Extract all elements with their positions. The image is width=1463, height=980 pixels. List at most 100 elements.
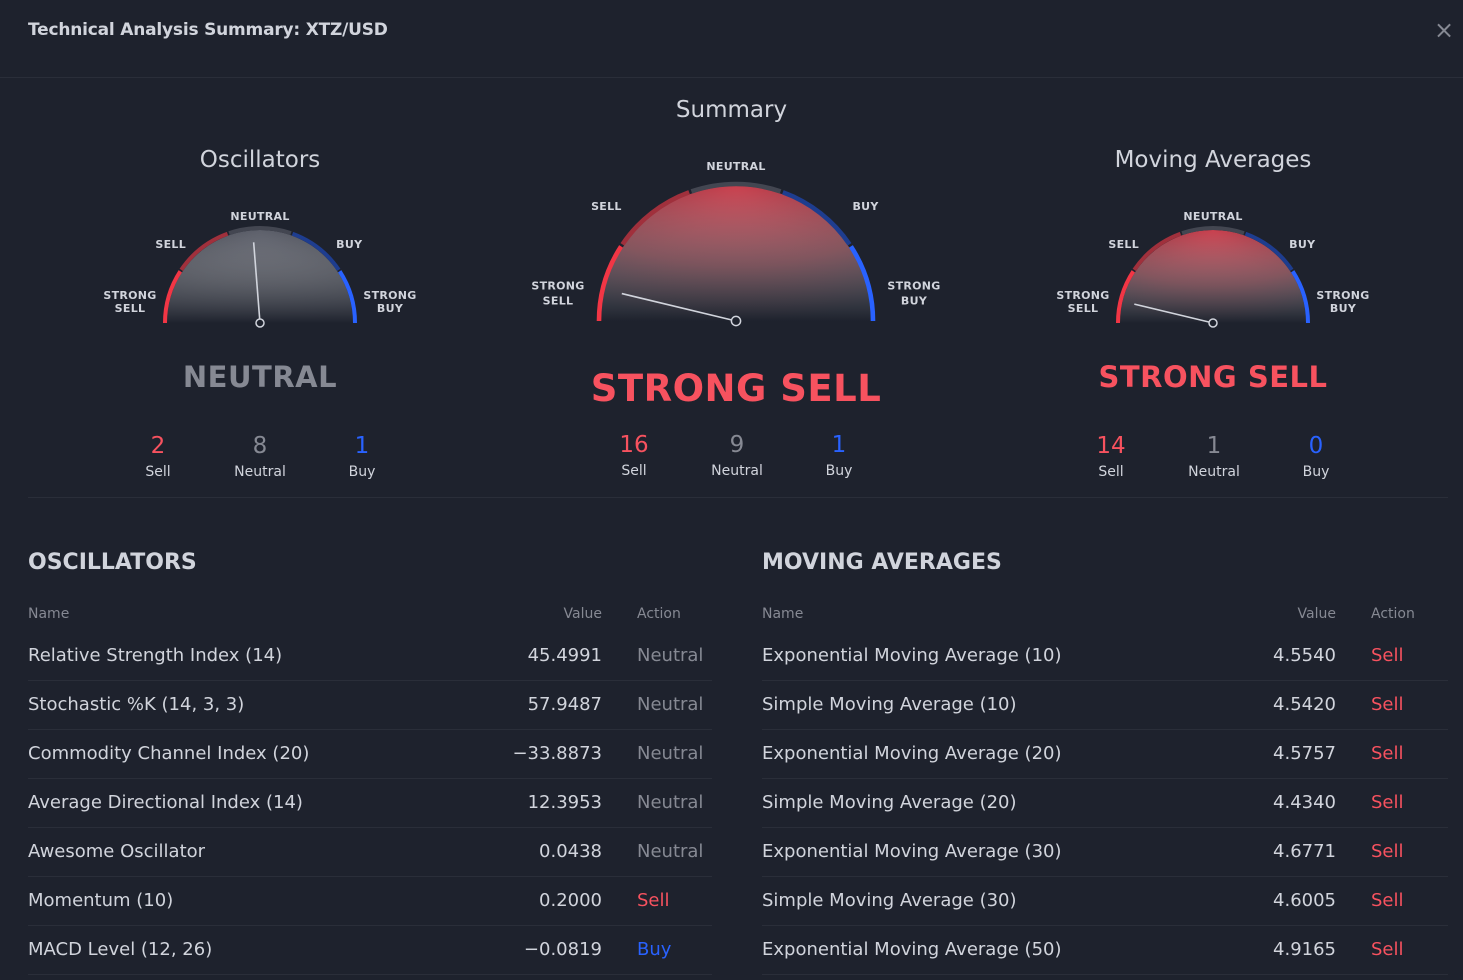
count-label: Neutral (1188, 464, 1240, 480)
gauge-label-strong-sell: SELL (543, 294, 574, 307)
indicator-value: 4.6005 (1273, 890, 1336, 911)
indicator-name[interactable]: Simple Moving Average (10) (762, 694, 1017, 715)
close-icon[interactable]: × (1433, 16, 1455, 44)
indicator-action: Neutral (637, 694, 704, 715)
dialog-header: Technical Analysis Summary: XTZ/USD × (0, 0, 1463, 78)
oscillators-rating: NEUTRAL (182, 360, 338, 394)
indicator-value: 45.4991 (527, 645, 602, 666)
summary-sell-count: 16 Sell (584, 431, 684, 479)
table-row: Relative Strength Index (14) 45.4991 Neutr… (28, 632, 712, 681)
indicator-name[interactable]: Momentum (10) (28, 890, 174, 911)
indicator-name[interactable]: Relative Strength Index (14) (28, 645, 283, 666)
indicator-name[interactable]: MACD Level (12, 26) (28, 939, 213, 960)
column-header-name: Name (28, 606, 70, 622)
table-row: Exponential Moving Average (10) 4.5540 Sel… (762, 632, 1448, 681)
indicator-value: 4.5540 (1273, 645, 1336, 666)
table-row: Momentum (10) 0.2000 Sell (28, 877, 712, 926)
gauge-label-strong-buy: STRONG (1316, 289, 1369, 302)
moving-averages-buy-count: 0 Buy (1266, 432, 1366, 480)
gauge-segment (782, 190, 852, 246)
indicator-value: 57.9487 (527, 694, 602, 715)
gauge-face (167, 230, 353, 323)
count-value: 8 (252, 433, 268, 459)
gauge-needle (621, 292, 737, 322)
count-label: Sell (1098, 464, 1124, 480)
moving-averages-table: MOVING AVERAGES Value Name Action Expone… (762, 548, 1448, 975)
count-value: 14 (1096, 433, 1126, 459)
gauge-pivot (255, 318, 265, 328)
table-row: Commodity Channel Index (20) −33.8873 Neut… (28, 730, 712, 779)
indicator-action: Sell (1371, 841, 1404, 862)
indicator-name[interactable]: Exponential Moving Average (20) (762, 743, 1062, 764)
gauge-face-shade (1120, 230, 1306, 323)
indicator-name[interactable]: Exponential Moving Average (50) (762, 939, 1062, 960)
gauge-label-strong-sell: STRONG (531, 279, 584, 292)
gauge-segment (1116, 270, 1136, 324)
gauge-face (601, 186, 871, 321)
count-value: 1 (831, 432, 847, 458)
gauge-face-shade (601, 186, 871, 321)
oscillators-sell-count: 2 Sell (108, 432, 208, 480)
gauge-label-strong-sell: SELL (115, 302, 146, 315)
column-header-name: Name (762, 606, 804, 622)
indicator-value: 4.5420 (1273, 694, 1336, 715)
column-header-value: Value (563, 606, 602, 622)
oscillators-gauge-title: Oscillators (199, 147, 321, 173)
count-label: Buy (825, 463, 853, 479)
gauge-label-strong-buy: STRONG (363, 289, 416, 302)
gauge-label-buy: BUY (336, 238, 363, 251)
indicator-name[interactable]: Simple Moving Average (30) (762, 890, 1017, 911)
count-value: 9 (729, 432, 745, 458)
indicator-action: Sell (1371, 792, 1404, 813)
gauge-label-strong-buy: BUY (1330, 302, 1357, 315)
indicator-value: 4.9165 (1273, 939, 1336, 960)
table-header: Name Value Action (28, 598, 712, 632)
gauge-segment (291, 231, 341, 272)
column-header-action: Action (637, 606, 681, 622)
table-row: Exponential Moving Average (30) 4.6771 Sel… (762, 828, 1448, 877)
count-label: Sell (621, 463, 647, 479)
gauge-face-shade (167, 230, 353, 323)
oscillators-table: OSCILLATORS Name Value Action Relative S… (28, 548, 712, 975)
indicator-action: Neutral (637, 792, 704, 813)
indicator-name[interactable]: Awesome Oscillator (28, 841, 206, 862)
moving-averages-gauge-title: Moving Averages (1114, 147, 1312, 173)
gauge-segment (228, 226, 292, 236)
gauge-pivot (730, 315, 742, 327)
gauge-label-strong-buy: BUY (377, 302, 404, 315)
gauge-label-neutral: NEUTRAL (706, 160, 765, 173)
count-value: 1 (354, 433, 370, 459)
gauge-label-buy: BUY (1289, 238, 1316, 251)
indicator-action: Sell (637, 890, 670, 911)
indicator-action: Neutral (637, 743, 704, 764)
indicator-name[interactable]: Simple Moving Average (20) (762, 792, 1017, 813)
indicator-name[interactable]: Average Directional Index (14) (28, 792, 303, 813)
indicator-name[interactable]: Stochastic %K (14, 3, 3) (28, 694, 245, 715)
indicator-name[interactable]: Exponential Moving Average (10) (762, 645, 1062, 666)
section-divider (28, 497, 1448, 498)
indicator-name[interactable]: Exponential Moving Average (30) (762, 841, 1062, 862)
count-value: 0 (1308, 433, 1324, 459)
indicator-value: −33.8873 (512, 743, 602, 764)
count-value: 1 (1206, 433, 1222, 459)
indicator-action: Neutral (637, 841, 704, 862)
count-value: 2 (150, 433, 166, 459)
gauge-segment (1290, 270, 1310, 324)
gauge-face (1120, 230, 1306, 323)
gauge-label-neutral: NEUTRAL (1183, 210, 1242, 223)
summary-rating: STRONG SELL (590, 367, 882, 410)
table-row: Stochastic %K (14, 3, 3) 57.9487 Neutral (28, 681, 712, 730)
indicator-action: Sell (1371, 939, 1404, 960)
count-label: Buy (348, 464, 376, 480)
table-row: MACD Level (12, 26) −0.0819 Buy (28, 926, 712, 975)
table-row: Simple Moving Average (10) 4.5420 Sell (762, 681, 1448, 730)
summary-title: Summary (675, 97, 788, 123)
indicator-action: Neutral (637, 645, 704, 666)
gauge-segment (690, 181, 782, 194)
dialog-title: Technical Analysis Summary: XTZ/USD (28, 20, 388, 40)
moving-averages-neutral-count: 1 Neutral (1164, 432, 1264, 480)
indicator-value: 4.6771 (1273, 841, 1336, 862)
summary-buy-count: 1 Buy (789, 431, 889, 479)
indicator-name[interactable]: Commodity Channel Index (20) (28, 743, 310, 764)
oscillators-buy-count: 1 Buy (312, 432, 412, 480)
